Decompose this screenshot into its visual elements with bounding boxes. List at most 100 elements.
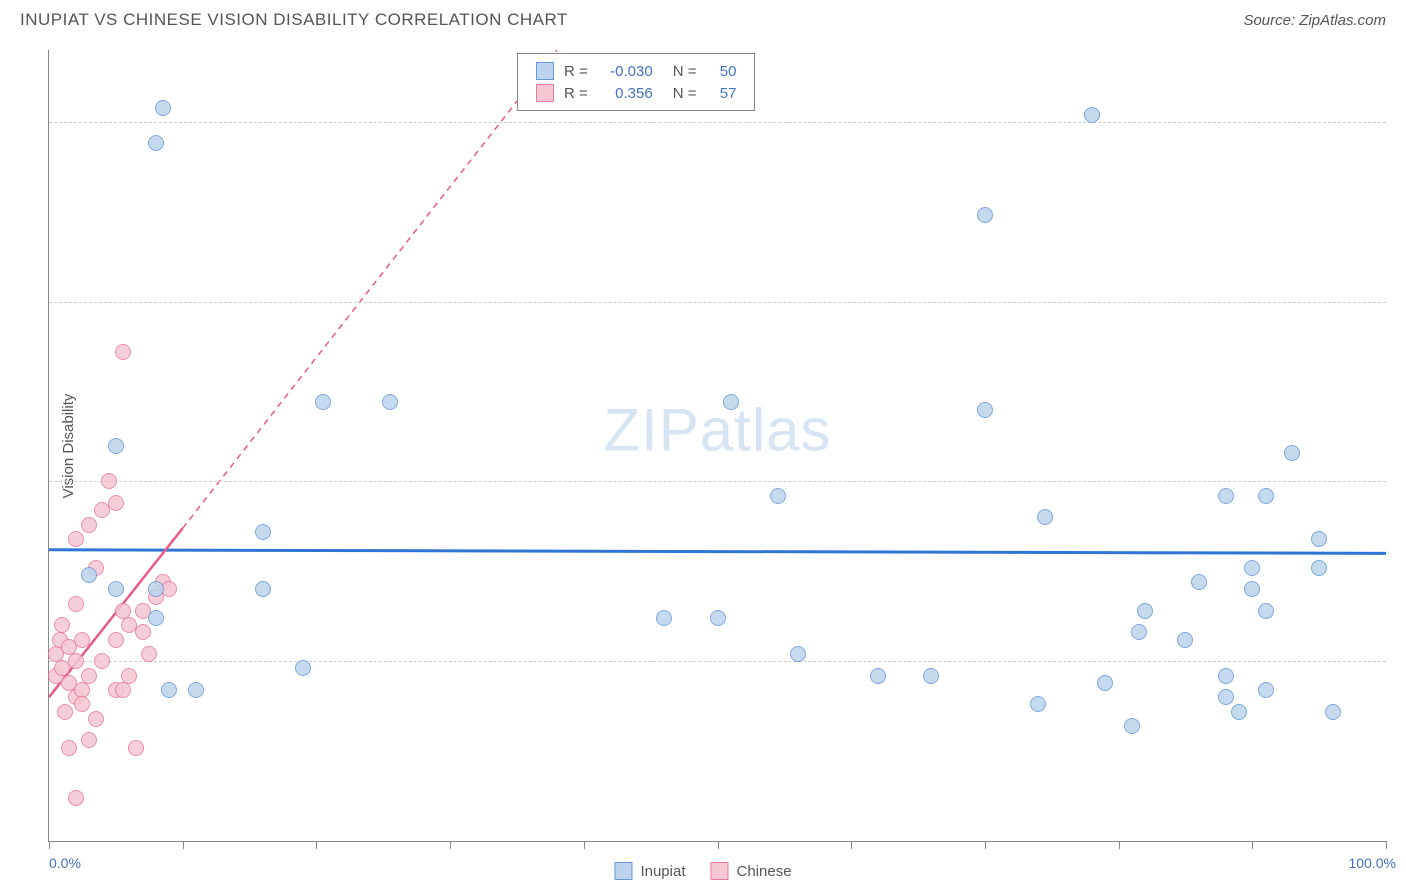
legend-item-inupiat: Inupiat [614,862,685,880]
x-tick [584,841,585,849]
source-label: Source: ZipAtlas.com [1243,12,1386,29]
stats-row-inupiat: R = -0.030 N = 50 [536,60,737,82]
data-point [1084,107,1100,123]
watermark-text: ZIPatlas [603,395,831,464]
data-point [1258,603,1274,619]
data-point [148,610,164,626]
data-point [1218,488,1234,504]
data-point [68,790,84,806]
chart-title: INUPIAT VS CHINESE VISION DISABILITY COR… [20,10,568,30]
data-point [295,660,311,676]
data-point [1097,675,1113,691]
data-point [61,740,77,756]
data-point [710,610,726,626]
swatch-chinese [536,84,554,102]
data-point [148,581,164,597]
data-point [1325,704,1341,720]
data-point [1244,560,1260,576]
x-tick [49,841,50,849]
data-point [148,135,164,151]
x-tick [183,841,184,849]
data-point [108,438,124,454]
data-point [382,394,398,410]
legend-label-inupiat: Inupiat [640,863,685,880]
data-point [1244,581,1260,597]
data-point [57,704,73,720]
gridline-h [49,122,1386,123]
data-point [315,394,331,410]
swatch-chinese-icon [711,862,729,880]
data-point [1218,668,1234,684]
data-point [1131,624,1147,640]
data-point [1311,531,1327,547]
data-point [121,668,137,684]
data-point [188,682,204,698]
gridline-h [49,302,1386,303]
data-point [1258,682,1274,698]
data-point [141,646,157,662]
data-point [770,488,786,504]
data-point [74,632,90,648]
x-tick [1252,841,1253,849]
x-axis-max-label: 100.0% [1349,855,1396,871]
data-point [108,581,124,597]
data-point [723,394,739,410]
data-point [1030,696,1046,712]
data-point [656,610,672,626]
legend-item-chinese: Chinese [711,862,792,880]
data-point [88,711,104,727]
data-point [870,668,886,684]
data-point [81,668,97,684]
data-point [135,624,151,640]
bottom-legend: Inupiat Chinese [614,862,791,880]
data-point [155,100,171,116]
data-point [54,617,70,633]
data-point [115,682,131,698]
data-point [977,402,993,418]
x-tick [851,841,852,849]
gridline-h [49,661,1386,662]
x-tick [316,841,317,849]
data-point [923,668,939,684]
data-point [977,207,993,223]
data-point [255,581,271,597]
x-tick [1386,841,1387,849]
data-point [1124,718,1140,734]
data-point [81,567,97,583]
x-tick [450,841,451,849]
data-point [1191,574,1207,590]
data-point [68,531,84,547]
x-axis-min-label: 0.0% [49,855,81,871]
gridline-h [49,481,1386,482]
chart-plot-area: ZIPatlas R = -0.030 N = 50 R = 0.356 N =… [48,50,1386,842]
data-point [1258,488,1274,504]
data-point [1231,704,1247,720]
data-point [68,596,84,612]
stats-legend-box: R = -0.030 N = 50 R = 0.356 N = 57 [517,53,756,111]
data-point [1137,603,1153,619]
data-point [1284,445,1300,461]
data-point [115,344,131,360]
stats-row-chinese: R = 0.356 N = 57 [536,82,737,104]
x-tick [1119,841,1120,849]
data-point [1218,689,1234,705]
legend-label-chinese: Chinese [737,863,792,880]
swatch-inupiat-icon [614,862,632,880]
data-point [161,682,177,698]
data-point [1311,560,1327,576]
data-point [790,646,806,662]
x-tick [985,841,986,849]
data-point [1037,509,1053,525]
data-point [108,495,124,511]
data-point [255,524,271,540]
data-point [1177,632,1193,648]
x-tick [718,841,719,849]
data-point [108,632,124,648]
regression-lines-layer [49,50,1386,841]
data-point [81,732,97,748]
data-point [128,740,144,756]
data-point [68,653,84,669]
data-point [81,517,97,533]
swatch-inupiat [536,62,554,80]
data-point [74,696,90,712]
